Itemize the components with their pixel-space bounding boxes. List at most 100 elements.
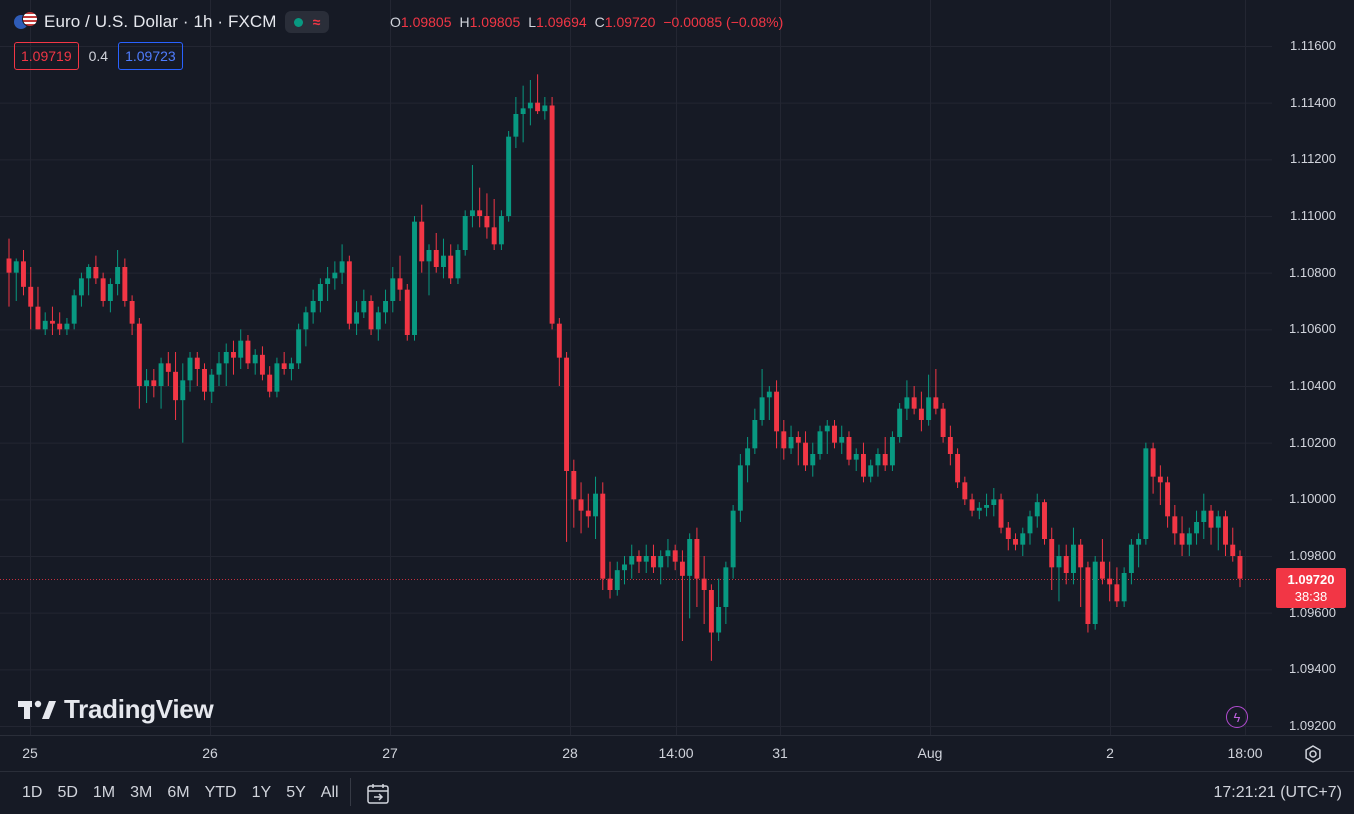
tradingview-logo-icon: [18, 700, 56, 719]
candle-bullish: [1128, 539, 1134, 585]
candle-bearish: [636, 550, 642, 573]
range-1y-button[interactable]: 1Y: [251, 784, 272, 801]
candle-body: [614, 570, 620, 590]
range-1m-button[interactable]: 1M: [92, 784, 116, 801]
market-status-pill[interactable]: ≈: [284, 11, 330, 33]
candle-body: [672, 550, 678, 562]
candle-body: [549, 105, 555, 324]
candle-bullish: [223, 343, 229, 386]
lightning-icon[interactable]: ϟ: [1226, 706, 1248, 728]
candle-bearish: [419, 204, 425, 273]
date-range-icon[interactable]: [366, 782, 390, 806]
candle-body: [904, 397, 910, 409]
candle-body: [274, 363, 280, 392]
candle-body: [412, 221, 417, 335]
candle-body: [998, 499, 1004, 528]
range-ytd-button[interactable]: YTD: [204, 784, 237, 801]
candle-bearish: [448, 244, 454, 284]
range-5y-button[interactable]: 5Y: [286, 784, 306, 801]
candle-bearish: [701, 556, 707, 624]
candle-body: [955, 454, 961, 483]
time-range-selector: 1D 5D 1M 3M 6M YTD 1Y 5Y All: [22, 784, 339, 802]
candle-bearish: [1013, 533, 1018, 551]
candle-body: [441, 255, 446, 267]
sell-price-button[interactable]: 1.09719: [14, 42, 79, 70]
ohlc-close-value: 1.09720: [604, 14, 656, 30]
candle-body: [940, 408, 946, 437]
candle-body: [969, 499, 975, 511]
chart-header: Euro / U.S. Dollar · 1h · FXCM ≈: [14, 9, 330, 35]
tradingview-logo[interactable]: TradingView: [18, 694, 214, 725]
candle-body: [419, 221, 425, 262]
candle-bearish: [259, 346, 265, 381]
candle-body: [122, 267, 128, 301]
candle-bullish: [614, 561, 620, 596]
candle-bullish: [317, 278, 323, 313]
settings-gear-icon[interactable]: [1303, 744, 1323, 764]
candle-bullish: [354, 301, 360, 335]
symbol-title[interactable]: Euro / U.S. Dollar · 1h · FXCM: [44, 12, 277, 31]
candle-bullish: [1186, 527, 1192, 556]
candle-body: [498, 216, 504, 245]
candle-bearish: [35, 286, 41, 330]
candle-body: [42, 320, 48, 330]
candle-body: [245, 340, 251, 364]
candle-bullish: [158, 357, 164, 409]
range-1d-button[interactable]: 1D: [22, 784, 43, 801]
time-tick-label: 26: [202, 745, 218, 761]
candle-bearish: [774, 380, 780, 449]
candles: [6, 74, 1243, 661]
candle-bullish: [1143, 442, 1149, 545]
candle-body: [868, 465, 874, 477]
timezone-clock[interactable]: 17:21:21 (UTC+7): [1213, 784, 1342, 801]
candle-body: [180, 380, 186, 401]
range-3m-button[interactable]: 3M: [130, 784, 153, 801]
buy-price-button[interactable]: 1.09723: [118, 42, 183, 70]
candle-body: [100, 278, 106, 301]
candle-body: [889, 437, 895, 466]
candle-body: [651, 556, 656, 568]
candle-bearish: [911, 386, 917, 415]
candle-bearish: [1223, 510, 1228, 556]
candle-bullish: [520, 85, 526, 143]
candle-body: [78, 278, 84, 296]
range-6m-button[interactable]: 6M: [167, 784, 190, 801]
candle-bullish: [788, 425, 794, 454]
range-5d-button[interactable]: 5D: [57, 784, 78, 801]
current-price-value: 1.09720: [1287, 572, 1335, 587]
candle-body: [390, 278, 396, 301]
candle-body: [107, 284, 113, 301]
candle-bearish: [969, 493, 975, 517]
candle-bullish: [1136, 533, 1142, 568]
time-tick-label: 2: [1106, 745, 1114, 761]
candle-bearish: [1099, 539, 1105, 585]
candle-bearish: [49, 306, 55, 335]
candle-body: [296, 329, 302, 364]
candle-bearish: [100, 272, 106, 307]
candle-body: [1237, 556, 1243, 579]
candle-body: [817, 431, 823, 454]
candle-bearish: [1078, 539, 1084, 607]
candle-body: [1020, 533, 1026, 545]
candle-bearish: [122, 258, 128, 307]
candle-body: [1070, 544, 1076, 573]
candle-bearish: [600, 482, 606, 590]
candle-body: [846, 437, 852, 460]
candle-bullish: [180, 363, 186, 443]
candle-body: [375, 312, 381, 330]
candle-body: [35, 306, 41, 330]
candle-bearish: [404, 284, 410, 341]
candle-body: [397, 278, 403, 290]
candle-body: [383, 301, 389, 313]
candle-bearish: [173, 352, 179, 420]
candle-body: [238, 340, 244, 358]
candle-body: [1201, 510, 1207, 522]
candle-body: [839, 437, 845, 443]
candle-bullish: [542, 97, 548, 120]
candle-bearish: [165, 352, 171, 386]
candle-bullish: [875, 448, 881, 477]
candle-body: [310, 301, 316, 313]
range-all-button[interactable]: All: [320, 784, 339, 801]
candle-bullish: [274, 357, 280, 398]
